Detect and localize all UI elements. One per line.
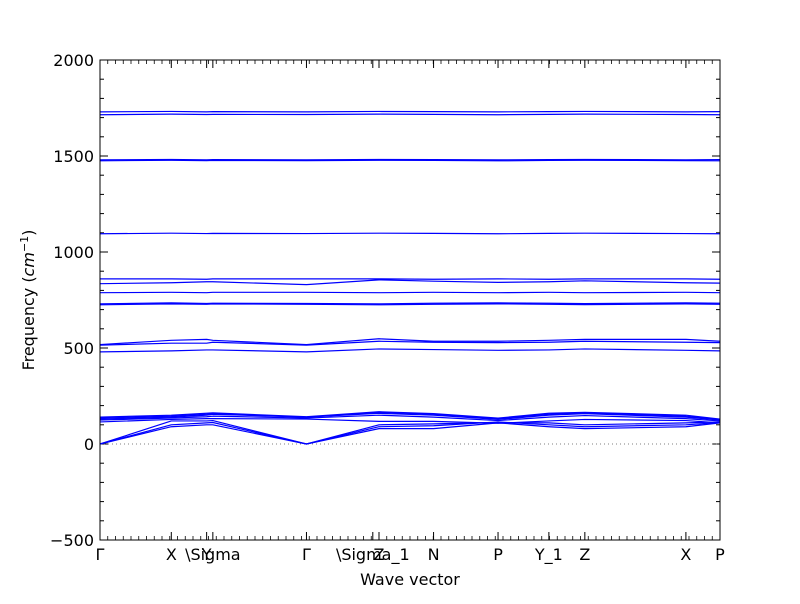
band-line-13 [100,303,720,304]
band-line-17 [100,233,720,234]
x-tick-label: X [166,545,177,564]
y-axis-label: Frequency (cm−1) [18,230,38,371]
y-tick-label: 1500 [53,147,94,166]
x-tick-label: Z [579,545,590,564]
x-axis-label: Wave vector [360,570,460,589]
series-layer [100,111,720,444]
y-tick-labels: −500 0 500 1000 1500 2000 [50,51,94,550]
y-tick-label: 0 [84,435,94,454]
x-tick-label: Γ [302,545,311,564]
x-tick-label: P [493,545,503,564]
y-axis-label-exponent: −1 [18,236,31,252]
y-axis-label-close: ) [19,230,38,236]
y-axis-label-unit: cm [19,252,38,276]
band-line-20 [100,114,720,115]
y-tick-label: 1000 [53,243,94,262]
y-tick-label: 500 [63,339,94,358]
x-tick-label: X [680,545,691,564]
band-line-9 [100,349,720,352]
plot-frame [100,60,720,540]
y-tick-label: 2000 [53,51,94,70]
band-line-15 [100,280,720,285]
band-line-18 [100,160,720,161]
x-tick-label: P [715,545,725,564]
x-tick-label: Y_1 [534,545,563,565]
x-tick-label: \Sigma [185,545,241,564]
ticks-layer [100,60,720,540]
y-tick-label: −500 [50,531,94,550]
y-axis-label-text: Frequency ( [19,276,38,370]
x-tick-label: Γ [96,545,105,564]
band-line-10 [100,341,720,345]
x-tick-label: N [428,545,440,564]
x-tick-label: Z [374,545,385,564]
